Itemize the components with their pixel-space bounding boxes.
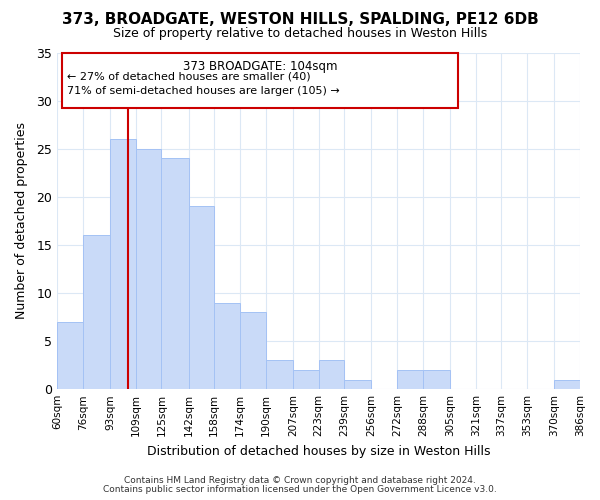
Text: Size of property relative to detached houses in Weston Hills: Size of property relative to detached ho… — [113, 28, 487, 40]
Bar — [423, 370, 450, 389]
FancyBboxPatch shape — [62, 52, 458, 108]
Bar — [110, 139, 136, 389]
Bar — [83, 236, 110, 389]
X-axis label: Distribution of detached houses by size in Weston Hills: Distribution of detached houses by size … — [147, 444, 490, 458]
Text: ← 27% of detached houses are smaller (40): ← 27% of detached houses are smaller (40… — [67, 72, 310, 82]
Text: Contains public sector information licensed under the Open Government Licence v3: Contains public sector information licen… — [103, 484, 497, 494]
Bar — [397, 370, 423, 389]
Text: Contains HM Land Registry data © Crown copyright and database right 2024.: Contains HM Land Registry data © Crown c… — [124, 476, 476, 485]
Bar — [188, 206, 214, 389]
Bar — [57, 322, 83, 389]
Bar — [161, 158, 188, 389]
Bar — [214, 302, 240, 389]
Bar — [136, 148, 161, 389]
Bar — [319, 360, 344, 389]
Bar — [266, 360, 293, 389]
Bar — [293, 370, 319, 389]
Text: 71% of semi-detached houses are larger (105) →: 71% of semi-detached houses are larger (… — [67, 86, 340, 96]
Bar — [240, 312, 266, 389]
Text: 373, BROADGATE, WESTON HILLS, SPALDING, PE12 6DB: 373, BROADGATE, WESTON HILLS, SPALDING, … — [62, 12, 538, 28]
Y-axis label: Number of detached properties: Number of detached properties — [15, 122, 28, 320]
Bar — [554, 380, 580, 389]
Bar — [344, 380, 371, 389]
Text: 373 BROADGATE: 104sqm: 373 BROADGATE: 104sqm — [183, 60, 337, 73]
